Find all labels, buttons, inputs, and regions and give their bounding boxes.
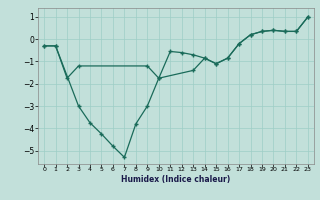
X-axis label: Humidex (Indice chaleur): Humidex (Indice chaleur) <box>121 175 231 184</box>
